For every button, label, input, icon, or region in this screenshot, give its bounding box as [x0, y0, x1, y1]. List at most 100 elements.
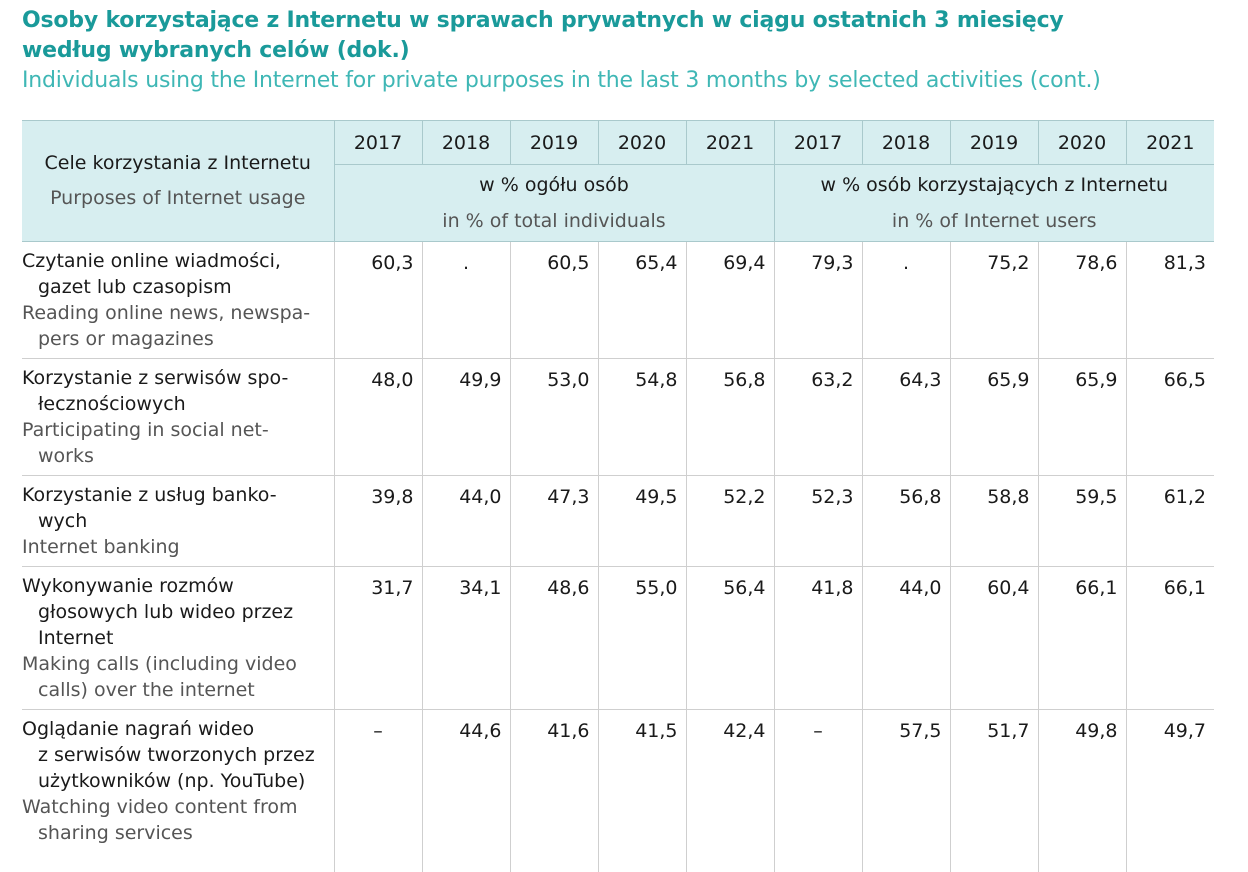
unit-group-1-english: in % of total individuals: [336, 203, 773, 239]
year-header: 2021: [686, 121, 774, 165]
value-cell: 48,0: [334, 359, 422, 476]
value-cell: 78,6: [1038, 242, 1126, 359]
value-cell: 31,7: [334, 567, 422, 710]
table-row: Korzystanie z usług banko- wych Internet…: [22, 476, 1214, 567]
value-cell: 53,0: [510, 359, 598, 476]
value-cell: 34,1: [422, 567, 510, 710]
label-polish-line: użytkowników (np. YouTube): [22, 768, 328, 794]
label-polish-line: Korzystanie z serwisów spo-: [22, 365, 328, 391]
year-header: 2020: [1038, 121, 1126, 165]
value-cell: 41,8: [774, 567, 862, 710]
value-cell: 44,6: [422, 710, 510, 872]
label-polish-line: Internet: [22, 625, 328, 651]
value-cell: 49,8: [1038, 710, 1126, 872]
value-cell: 65,9: [950, 359, 1038, 476]
value-cell: 79,3: [774, 242, 862, 359]
value-cell: 44,0: [862, 567, 950, 710]
value-cell: 56,8: [862, 476, 950, 567]
value-cell: –: [334, 710, 422, 872]
table-row: Wykonywanie rozmów głosowych lub wideo p…: [22, 567, 1214, 710]
value-cell: 49,7: [1126, 710, 1214, 872]
row-label: Oglądanie nagrań wideo z serwisów tworzo…: [22, 710, 334, 872]
label-english-line: Participating in social net-: [22, 417, 328, 443]
header-label-polish: Cele korzystania z Internetu: [28, 146, 328, 181]
value-cell: 66,1: [1126, 567, 1214, 710]
value-cell: 49,5: [598, 476, 686, 567]
title-polish-line-1: Osoby korzystające z Internetu w sprawac…: [22, 6, 1222, 36]
value-cell: –: [774, 710, 862, 872]
value-cell: 60,5: [510, 242, 598, 359]
value-cell: 41,5: [598, 710, 686, 872]
label-english-line: pers or magazines: [22, 326, 328, 352]
value-cell: 52,2: [686, 476, 774, 567]
label-english-line: works: [22, 443, 328, 469]
table-row: Oglądanie nagrań wideo z serwisów tworzo…: [22, 710, 1214, 872]
value-cell: 42,4: [686, 710, 774, 872]
table-header: Cele korzystania z Internetu Purposes of…: [22, 121, 1214, 242]
value-cell: 52,3: [774, 476, 862, 567]
value-cell: 65,4: [598, 242, 686, 359]
label-polish-line: głosowych lub wideo przez: [22, 599, 328, 625]
unit-group-1-polish: w % ogółu osób: [336, 167, 773, 203]
header-label-cell: Cele korzystania z Internetu Purposes of…: [22, 121, 334, 242]
row-label: Czytanie online wiadmości, gazet lub cza…: [22, 242, 334, 359]
row-label: Wykonywanie rozmów głosowych lub wideo p…: [22, 567, 334, 710]
value-cell: 51,7: [950, 710, 1038, 872]
year-header: 2019: [510, 121, 598, 165]
value-cell: 44,0: [422, 476, 510, 567]
unit-group-total-individuals: w % ogółu osób in % of total individuals: [334, 165, 774, 242]
value-cell: 47,3: [510, 476, 598, 567]
label-polish-line: gazet lub czasopism: [22, 274, 328, 300]
year-header: 2018: [862, 121, 950, 165]
value-cell: .: [422, 242, 510, 359]
value-cell: 59,5: [1038, 476, 1126, 567]
year-header: 2020: [598, 121, 686, 165]
year-header: 2017: [774, 121, 862, 165]
value-cell: 64,3: [862, 359, 950, 476]
value-cell: 81,3: [1126, 242, 1214, 359]
label-english-line: Making calls (including video: [22, 651, 328, 677]
value-cell: 54,8: [598, 359, 686, 476]
label-polish-line: z serwisów tworzonych przez: [22, 742, 328, 768]
table-row: Korzystanie z serwisów spo- łecznościowy…: [22, 359, 1214, 476]
value-cell: 61,2: [1126, 476, 1214, 567]
value-cell: 41,6: [510, 710, 598, 872]
value-cell: .: [862, 242, 950, 359]
table-row: Czytanie online wiadmości, gazet lub cza…: [22, 242, 1214, 359]
label-english-line: sharing services: [22, 820, 328, 846]
value-cell: 69,4: [686, 242, 774, 359]
label-english-line: calls) over the internet: [22, 677, 328, 703]
label-polish-line: wych: [22, 508, 328, 534]
header-years-row: Cele korzystania z Internetu Purposes of…: [22, 121, 1214, 165]
value-cell: 63,2: [774, 359, 862, 476]
value-cell: 58,8: [950, 476, 1038, 567]
label-polish-line: Wykonywanie rozmów: [22, 573, 328, 599]
row-label: Korzystanie z usług banko- wych Internet…: [22, 476, 334, 567]
unit-group-2-english: in % of Internet users: [776, 203, 1214, 239]
title-block: Osoby korzystające z Internetu w sprawac…: [22, 6, 1222, 96]
value-cell: 65,9: [1038, 359, 1126, 476]
row-label: Korzystanie z serwisów spo- łecznościowy…: [22, 359, 334, 476]
label-english-line: Watching video content from: [22, 794, 328, 820]
year-header: 2021: [1126, 121, 1214, 165]
value-cell: 49,9: [422, 359, 510, 476]
label-polish-line: Oglądanie nagrań wideo: [22, 716, 328, 742]
value-cell: 66,5: [1126, 359, 1214, 476]
label-polish-line: łecznościowych: [22, 391, 328, 417]
label-english-line: Reading online news, newspa-: [22, 300, 328, 326]
value-cell: 60,3: [334, 242, 422, 359]
value-cell: 57,5: [862, 710, 950, 872]
value-cell: 56,4: [686, 567, 774, 710]
label-polish-line: Korzystanie z usług banko-: [22, 482, 328, 508]
value-cell: 55,0: [598, 567, 686, 710]
value-cell: 48,6: [510, 567, 598, 710]
table-body: Czytanie online wiadmości, gazet lub cza…: [22, 242, 1214, 872]
value-cell: 39,8: [334, 476, 422, 567]
data-table: Cele korzystania z Internetu Purposes of…: [22, 120, 1214, 872]
label-english-line: Internet banking: [22, 534, 328, 560]
value-cell: 56,8: [686, 359, 774, 476]
value-cell: 60,4: [950, 567, 1038, 710]
year-header: 2018: [422, 121, 510, 165]
label-polish-line: Czytanie online wiadmości,: [22, 248, 328, 274]
unit-group-2-polish: w % osób korzystających z Internetu: [776, 167, 1214, 203]
